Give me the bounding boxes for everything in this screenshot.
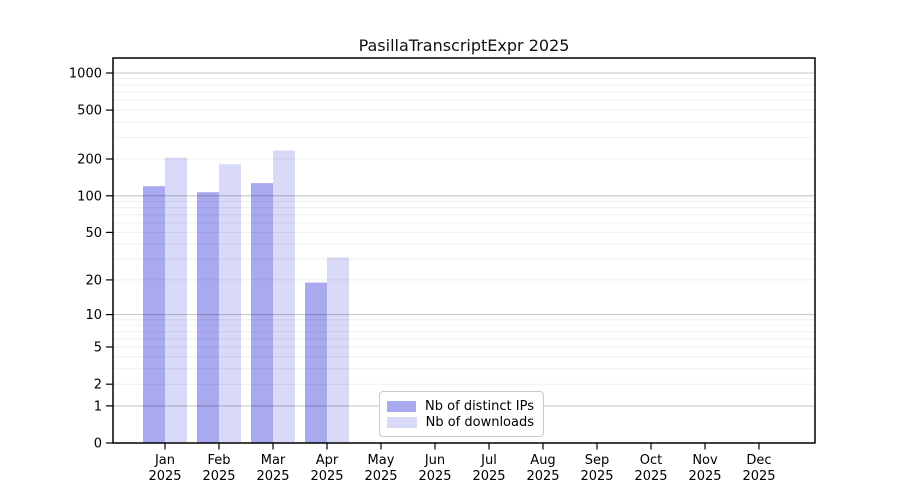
bar-nb-of-distinct-ips-mar [251,183,273,443]
chart-title: PasillaTranscriptExpr 2025 [358,36,570,55]
x-tick-label-month: Aug [530,453,555,468]
y-tick-label: 1000 [69,67,102,82]
bar-nb-of-distinct-ips-jan [143,186,165,443]
x-tick-label-year: 2025 [364,469,397,484]
x-tick-label-year: 2025 [256,469,289,484]
legend-item-downloads: Nb of downloads [387,415,534,430]
x-tick-label-year: 2025 [742,469,775,484]
y-tick-label: 1 [94,399,102,414]
legend-swatch-downloads [387,416,417,428]
x-tick-label-month: Jun [424,453,445,468]
y-tick-label: 500 [77,104,102,119]
x-tick-label-year: 2025 [580,469,613,484]
y-tick-label: 0 [94,437,102,452]
x-tick-label-month: Nov [692,453,718,468]
x-tick-label-year: 2025 [148,469,181,484]
x-tick-label-year: 2025 [526,469,559,484]
y-tick-label: 200 [77,153,102,168]
x-tick-label-year: 2025 [202,469,235,484]
legend-swatch-distinct-ips [387,400,417,412]
y-tick-label: 50 [85,226,102,241]
bar-nb-of-downloads-apr [327,257,349,443]
x-tick-label-month: Jan [154,453,175,468]
x-tick-label-year: 2025 [472,469,505,484]
y-tick-label: 2 [94,378,102,393]
bar-nb-of-downloads-jan [165,157,187,443]
legend-item-distinct-ips: Nb of distinct IPs [387,399,534,414]
x-tick-label-month: Feb [207,453,230,468]
x-tick-label-month: Sep [585,453,610,468]
x-tick-label-year: 2025 [310,469,343,484]
bar-nb-of-distinct-ips-feb [197,192,219,443]
x-tick-label-month: Oct [640,453,662,468]
y-tick-label: 5 [94,341,102,356]
bar-nb-of-downloads-feb [219,164,241,444]
y-tick-label: 10 [85,308,102,323]
legend-label-distinct-ips: Nb of distinct IPs [425,398,534,414]
x-tick-label-month: May [368,453,395,468]
x-tick-label-month: Mar [261,453,286,468]
x-tick-label-year: 2025 [418,469,451,484]
x-tick-label-year: 2025 [688,469,721,484]
x-tick-label-month: Apr [316,453,339,468]
plot-frame [112,57,816,444]
x-tick-label-month: Jul [480,453,497,468]
bar-nb-of-downloads-mar [273,150,295,443]
y-tick-label: 100 [77,189,102,204]
x-tick-label-year: 2025 [634,469,667,484]
legend-label-downloads: Nb of downloads [425,414,534,430]
x-tick-label-month: Dec [746,453,771,468]
bar-nb-of-distinct-ips-apr [305,282,327,443]
legend: Nb of distinct IPs Nb of downloads [379,391,544,437]
y-tick-label: 20 [85,273,102,288]
